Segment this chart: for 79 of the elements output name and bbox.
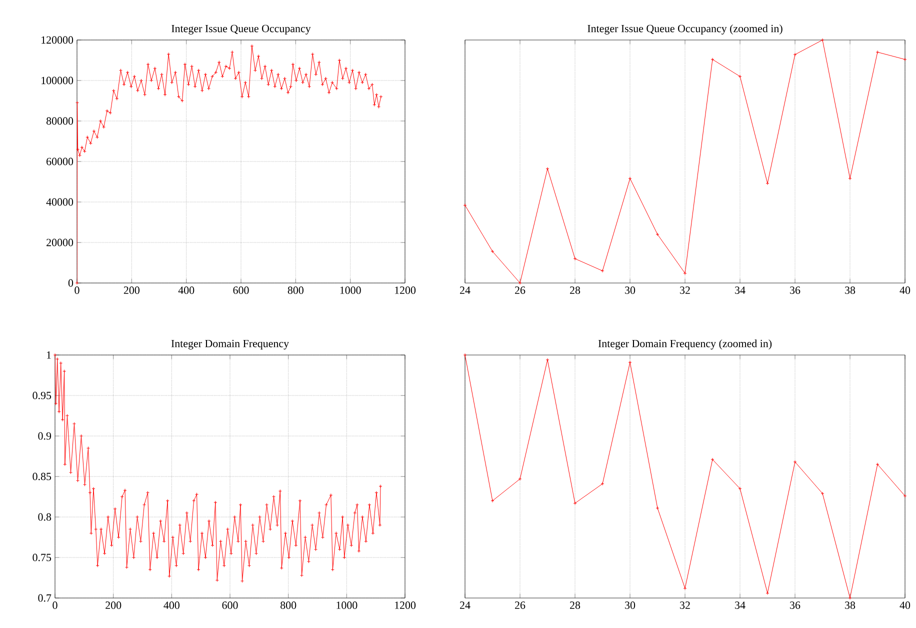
y-tick-label: 0 xyxy=(68,279,74,287)
x-tick-label: 30 xyxy=(625,602,636,609)
point xyxy=(710,58,714,62)
point xyxy=(820,492,824,496)
x-tick-label: 36 xyxy=(790,602,800,609)
chart-title: Integer Domain Frequency (zoomed in) xyxy=(598,340,772,350)
x-tick-label: 28 xyxy=(570,286,580,294)
x-tick-label: 32 xyxy=(680,602,690,609)
x-tick-label: 26 xyxy=(515,602,526,609)
x-tick-label: 800 xyxy=(280,602,296,609)
point xyxy=(573,256,577,260)
point xyxy=(820,38,824,42)
x-tick-label: 1000 xyxy=(340,286,361,294)
x-tick-label: 400 xyxy=(164,602,180,609)
x-tick-label: 34 xyxy=(735,286,746,294)
point xyxy=(876,462,880,466)
x-tick-label: 200 xyxy=(124,286,140,294)
chart-title: Integer Issue Queue Occupancy (zoomed in) xyxy=(588,24,782,34)
point xyxy=(490,250,494,254)
x-tick-label: 40 xyxy=(900,602,910,609)
x-tick-label: 600 xyxy=(222,602,238,609)
point xyxy=(600,269,604,273)
point xyxy=(738,74,742,78)
x-tick-label: 28 xyxy=(570,602,580,609)
point xyxy=(683,272,687,276)
y-tick-label: 40000 xyxy=(46,198,74,206)
x-tick-label: 24 xyxy=(460,286,470,294)
point xyxy=(546,358,550,362)
point xyxy=(793,460,797,464)
x-tick-label: 600 xyxy=(233,286,249,294)
point xyxy=(766,182,770,186)
y-tick-label: 0.85 xyxy=(32,472,52,480)
y-tick-label: 0.8 xyxy=(38,513,52,521)
x-tick-label: 36 xyxy=(790,286,800,294)
y-tick-label: 1 xyxy=(46,351,51,359)
y-tick-label: 0.7 xyxy=(38,594,52,602)
x-tick-label: 30 xyxy=(625,286,636,294)
y-tick-label: 100000 xyxy=(42,76,74,84)
x-tick-label: 34 xyxy=(735,602,746,609)
y-tick-label: 80000 xyxy=(46,117,74,125)
point xyxy=(683,586,687,590)
x-tick-label: 32 xyxy=(680,286,690,294)
y-tick-label: 20000 xyxy=(46,238,74,246)
point xyxy=(628,360,632,364)
x-tick-label: 800 xyxy=(288,286,304,294)
x-tick-label: 24 xyxy=(460,602,470,609)
point xyxy=(710,458,714,462)
point xyxy=(656,506,660,510)
y-tick-label: 0.75 xyxy=(32,554,52,562)
point xyxy=(573,501,577,505)
point xyxy=(628,176,632,180)
x-tick-label: 1200 xyxy=(395,286,416,294)
x-tick-label: 38 xyxy=(845,602,856,609)
x-tick-label: 38 xyxy=(845,286,856,294)
x-tick-label: 26 xyxy=(515,286,526,294)
y-tick-label: 0.95 xyxy=(32,392,52,400)
point xyxy=(738,486,742,490)
point xyxy=(546,167,550,171)
y-tick-label: 0.9 xyxy=(38,432,52,440)
x-tick-label: 1200 xyxy=(395,602,416,609)
point xyxy=(876,50,880,54)
point xyxy=(600,482,604,486)
point xyxy=(656,232,660,236)
point xyxy=(490,499,494,503)
chart-title: Integer Domain Frequency xyxy=(171,340,290,350)
y-tick-label: 120000 xyxy=(42,36,74,44)
x-tick-label: 40 xyxy=(900,286,910,294)
chart-title: Integer Issue Queue Occupancy xyxy=(172,24,311,34)
point xyxy=(518,281,522,285)
point xyxy=(848,176,852,180)
x-tick-label: 400 xyxy=(178,286,194,294)
point xyxy=(518,477,522,481)
x-tick-label: 200 xyxy=(106,602,122,609)
x-tick-label: 0 xyxy=(74,286,80,294)
point xyxy=(766,591,770,595)
y-tick-label: 60000 xyxy=(46,158,74,166)
x-tick-label: 1000 xyxy=(336,602,358,609)
point xyxy=(793,52,797,56)
point xyxy=(848,596,852,600)
